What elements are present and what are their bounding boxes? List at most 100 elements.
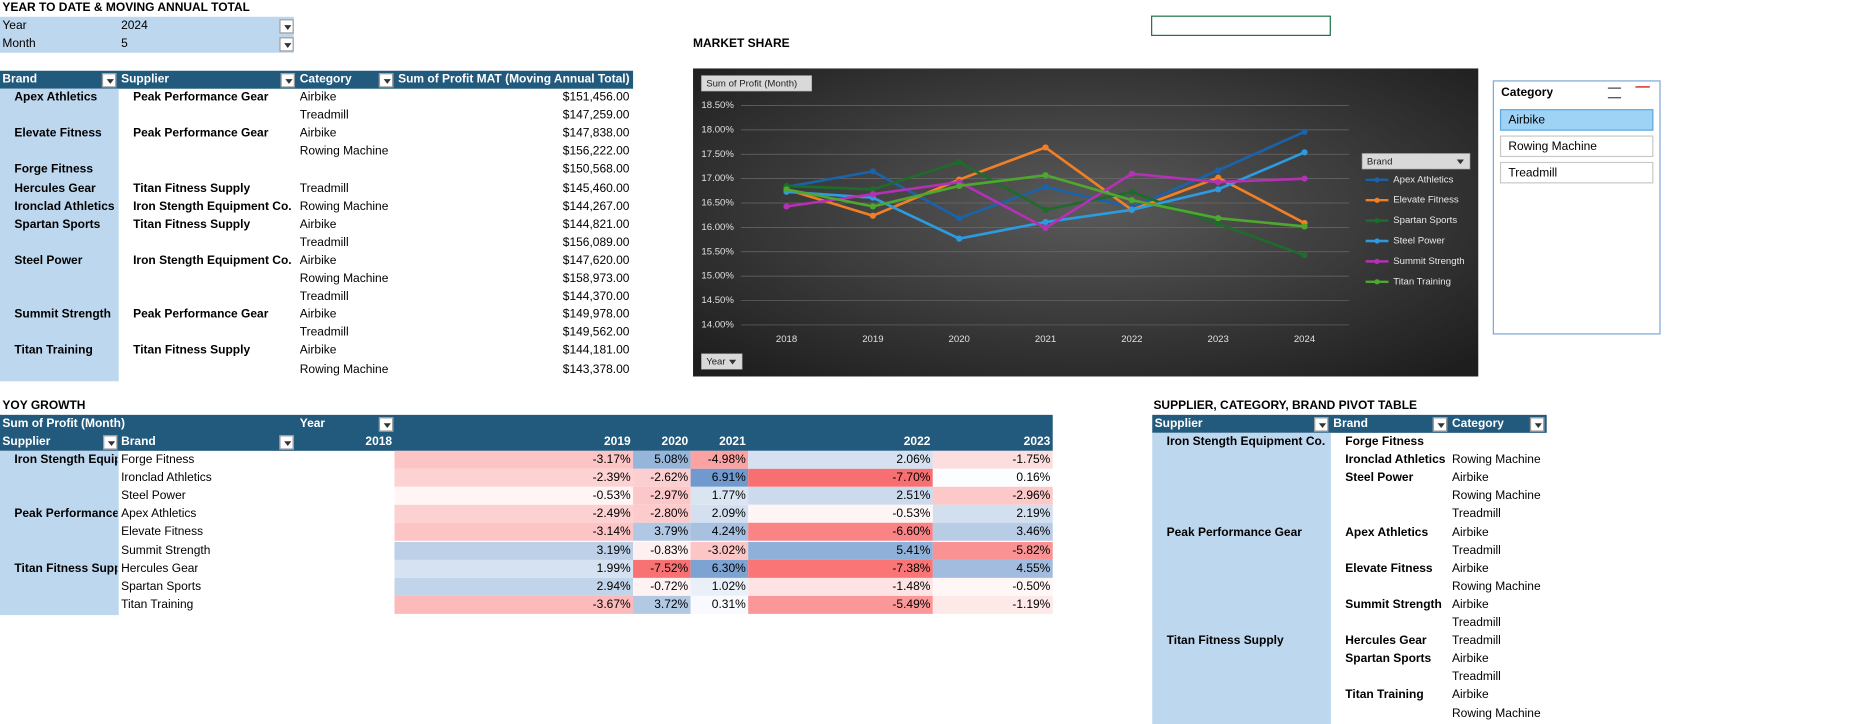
year-header: 2023 [1023, 435, 1051, 449]
brand-cell: Forge Fitness [121, 453, 195, 467]
growth-value: -3.17% [592, 453, 631, 467]
filter-button[interactable] [1529, 416, 1545, 432]
filter-label: Year [2, 19, 27, 33]
category-cell: Treadmill [299, 181, 349, 195]
growth-value: 1.02% [711, 579, 746, 594]
category-cell: Airbike [299, 91, 337, 105]
selected-cell[interactable] [1151, 15, 1331, 36]
brand-cell: Titan Training [14, 344, 93, 358]
slicer-title: Category [1501, 86, 1554, 100]
legend-marker [1374, 177, 1380, 183]
supplier-cell: Peak Performance Gear [133, 308, 269, 322]
axis-field-button[interactable] [701, 353, 743, 370]
supplier-cell: Iron Stength Equipment Co. [1166, 435, 1326, 449]
filter-button[interactable] [279, 36, 294, 51]
growth-cell [394, 595, 634, 614]
section-title: YOY GROWTH [2, 399, 86, 413]
growth-cell [394, 541, 634, 560]
growth-value: 2.06% [896, 453, 931, 467]
y-tick-label: 14.00% [701, 319, 734, 330]
legend-marker [1374, 197, 1380, 203]
slicer-item[interactable] [1499, 135, 1654, 158]
filter-button[interactable] [101, 72, 117, 87]
growth-value: -1.48% [892, 579, 931, 594]
filter-button[interactable] [378, 416, 394, 432]
filter-button[interactable] [280, 72, 295, 87]
brand-cell: Steel Power [14, 254, 83, 268]
series-marker [1301, 252, 1308, 259]
growth-value: -2.96% [1012, 489, 1051, 503]
growth-cell [690, 541, 749, 560]
year-header: 2022 [903, 435, 931, 449]
series-marker [1215, 215, 1222, 222]
growth-cell [932, 450, 1053, 469]
growth-value: -1.19% [1012, 598, 1051, 612]
y-tick-label: 14.50% [701, 295, 734, 306]
growth-cell [690, 595, 749, 614]
brand-cell: Apex Athletics [121, 507, 197, 521]
brand-cell: Hercules Gear [121, 561, 199, 576]
growth-value: 3.72% [654, 598, 689, 612]
growth-value: -7.70% [892, 471, 931, 485]
growth-cell [633, 468, 691, 488]
growth-value: -7.52% [650, 561, 689, 576]
growth-cell [394, 577, 634, 596]
growth-cell [690, 450, 749, 469]
growth-value: -5.49% [892, 598, 931, 612]
slicer-item[interactable] [1499, 109, 1654, 131]
filter-button[interactable] [279, 18, 294, 33]
series-marker [783, 186, 790, 193]
header-row [0, 414, 1053, 451]
brand-cell: Steel Power [1345, 471, 1414, 485]
slicer-item-label[interactable]: Rowing Machine [1508, 139, 1597, 153]
growth-cell [932, 541, 1053, 560]
row-field-fill [1152, 432, 1331, 724]
growth-value: 6.30% [711, 561, 746, 576]
growth-cell [932, 523, 1053, 542]
x-tick-label: 2023 [1208, 334, 1229, 345]
filter-button[interactable] [1314, 416, 1329, 432]
growth-cell [633, 595, 691, 614]
growth-value: -5.82% [1012, 543, 1051, 557]
series-marker [1301, 175, 1308, 182]
series-marker [1042, 183, 1049, 191]
category-cell: Airbike [299, 344, 337, 358]
series-marker [1128, 196, 1135, 204]
filter-button[interactable] [1432, 416, 1448, 432]
slicer-item[interactable] [1499, 161, 1654, 184]
chart: 14.00% 14.50% 15.00% 15.50% 16.00% 16.50% 17.0… [693, 68, 1479, 377]
series-marker [783, 203, 790, 210]
filter-button[interactable] [103, 434, 118, 450]
value-field-button[interactable] [701, 75, 813, 92]
growth-cell [690, 487, 749, 506]
dropdown-arrow [1456, 159, 1464, 165]
growth-cell [394, 559, 634, 578]
growth-cell [633, 541, 691, 560]
growth-value: 0.16% [1016, 471, 1051, 485]
filter-button[interactable] [378, 72, 394, 87]
category-cell: Rowing Machine [1451, 453, 1541, 467]
category-cell: Rowing Machine [299, 362, 389, 376]
filter-button[interactable] [279, 434, 294, 450]
growth-value: 3.46% [1016, 525, 1051, 539]
brand-cell: Elevate Fitness [121, 525, 204, 539]
growth-value: 1.77% [711, 489, 746, 503]
growth-cell [932, 487, 1053, 506]
series-marker [1215, 178, 1222, 186]
value-cell: $147,259.00 [562, 109, 630, 123]
slicer-item-label[interactable]: Treadmill [1508, 166, 1558, 180]
growth-value: -2.49% [592, 507, 631, 521]
series-marker [1042, 172, 1049, 179]
supplier-cell: Peak Performance Gear [133, 127, 269, 141]
legend-field-button-label: Brand [1367, 156, 1393, 167]
series-marker [869, 186, 876, 193]
legend-field-button[interactable] [1361, 153, 1471, 170]
slicer-item-label[interactable]: Airbike [1508, 113, 1546, 127]
category-cell: Rowing Machine [299, 145, 389, 159]
legend-label: Summit Strength [1393, 256, 1464, 267]
x-tick-label: 2022 [1121, 334, 1142, 345]
growth-cell [932, 577, 1053, 596]
y-tick-label: 15.00% [701, 271, 734, 282]
growth-cell [932, 505, 1053, 524]
brand-cell: Summit Strength [1345, 598, 1442, 612]
